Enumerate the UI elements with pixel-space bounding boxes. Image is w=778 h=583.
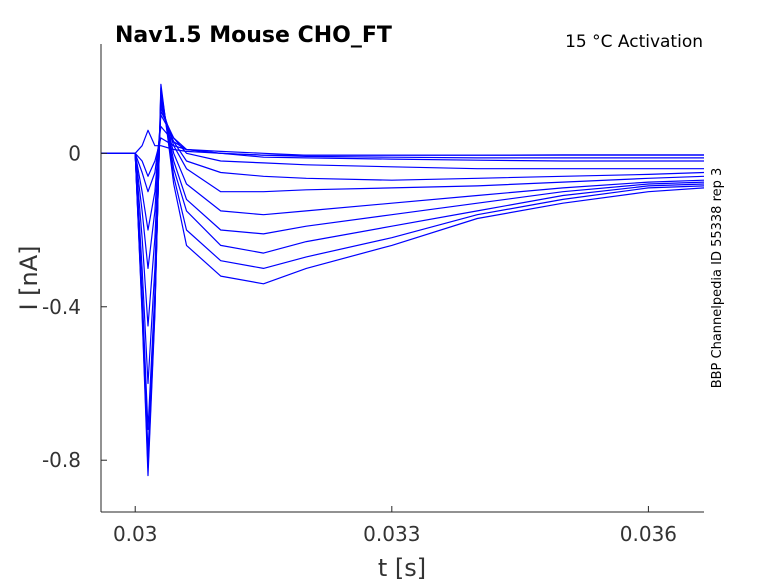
chart-title: Nav1.5 Mouse CHO_FT [115, 23, 392, 48]
x-ticks-group: 0.03 0.033 0.036 [113, 506, 677, 546]
x-tick-label: 0.03 [113, 522, 158, 546]
current-trace-8 [101, 98, 705, 431]
current-trace-4 [101, 114, 704, 231]
side-note: BBP Channelpedia ID 55338 rep 3 [710, 168, 725, 389]
current-trace-12 [101, 83, 705, 477]
y-axis-label: I [nA] [15, 245, 43, 310]
traces-group [101, 83, 705, 477]
y-ticks-group: -0.8 -0.4 0 [42, 141, 107, 472]
x-axis-label: t [s] [378, 554, 426, 582]
current-trace-6 [101, 106, 705, 327]
x-tick-label: 0.036 [620, 522, 677, 546]
current-trace-2 [101, 129, 704, 156]
chart-subtitle: 15 °C Activation [565, 32, 703, 52]
y-tick-label: -0.4 [42, 295, 81, 319]
axes-group [100, 44, 704, 513]
x-tick-label: 0.033 [363, 522, 420, 546]
current-trace-5 [101, 110, 704, 269]
y-tick-label: 0 [68, 141, 81, 165]
current-trace-7 [101, 102, 705, 385]
y-tick-label: -0.8 [42, 448, 81, 472]
